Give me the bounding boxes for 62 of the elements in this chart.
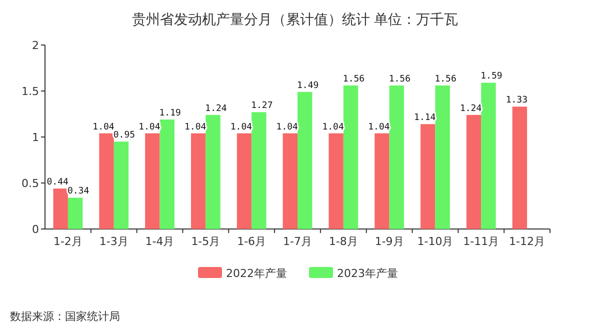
data-label: 1.04 (368, 122, 390, 132)
data-label: 1.27 (251, 101, 273, 112)
bar (190, 133, 206, 229)
bar (53, 188, 68, 229)
bar (298, 92, 312, 229)
data-label: 1.04 (230, 122, 252, 132)
y-tick-label: 1.5 (22, 85, 39, 98)
x-tick-label: 1-11月 (463, 235, 500, 248)
bar (435, 85, 450, 229)
data-label: 1.49 (297, 80, 319, 91)
bar (160, 120, 174, 229)
x-tick-label: 1-3月 (99, 235, 128, 248)
x-tick-label: 1-9月 (374, 235, 404, 248)
data-label: 1.56 (388, 74, 411, 84)
chart-title: 贵州省发动机产量分月（累计值）统计 单位：万千瓦 (132, 12, 458, 28)
data-label: 1.59 (480, 72, 502, 82)
x-tick-label: 1-6月 (237, 235, 266, 248)
data-label: 1.04 (184, 122, 206, 132)
x-tick-label: 1-10月 (417, 235, 454, 248)
bar (68, 198, 83, 229)
source-note: 数据来源：国家统计局 (10, 310, 120, 323)
y-tick-label: 1 (32, 131, 39, 144)
data-label: 1.24 (460, 104, 482, 114)
y-tick-label: 2 (32, 39, 39, 52)
legend-label: 2023年产量 (337, 267, 398, 280)
x-tick-label: 1-2月 (53, 235, 82, 248)
y-tick-label: 0 (32, 223, 39, 236)
data-label: 1.04 (322, 122, 344, 132)
bar (206, 114, 220, 229)
bar (389, 85, 404, 229)
data-label: 0.44 (46, 178, 68, 188)
x-tick-label: 1-4月 (145, 235, 174, 248)
bar (99, 133, 114, 229)
bar (420, 124, 436, 229)
bar (466, 114, 482, 229)
bar (282, 133, 298, 229)
bar (512, 106, 528, 229)
data-label: 1.56 (434, 74, 456, 84)
x-tick-label: 1-12月 (509, 235, 546, 248)
bar (114, 142, 129, 229)
bar (328, 133, 344, 229)
data-label: 1.04 (276, 122, 298, 132)
data-label: 0.95 (113, 130, 136, 141)
x-tick-label: 1-8月 (328, 235, 358, 248)
bar (374, 133, 390, 229)
data-label: 1.14 (414, 113, 436, 124)
y-tick-label: 0.5 (22, 177, 39, 190)
bar (236, 133, 252, 229)
bar (252, 112, 266, 229)
bar (481, 82, 496, 229)
data-label: 1.33 (506, 96, 528, 106)
x-tick-label: 1-7月 (283, 235, 312, 248)
data-label: 1.04 (138, 122, 160, 132)
bar (145, 133, 160, 229)
data-label: 1.24 (205, 104, 227, 114)
data-label: 1.56 (342, 74, 365, 84)
data-label: 0.34 (67, 186, 90, 197)
bar (343, 85, 358, 229)
data-label: 1.04 (92, 122, 114, 132)
x-tick-label: 1-5月 (191, 235, 220, 248)
data-label: 1.19 (159, 108, 181, 119)
legend-label: 2022年产量 (226, 267, 287, 280)
